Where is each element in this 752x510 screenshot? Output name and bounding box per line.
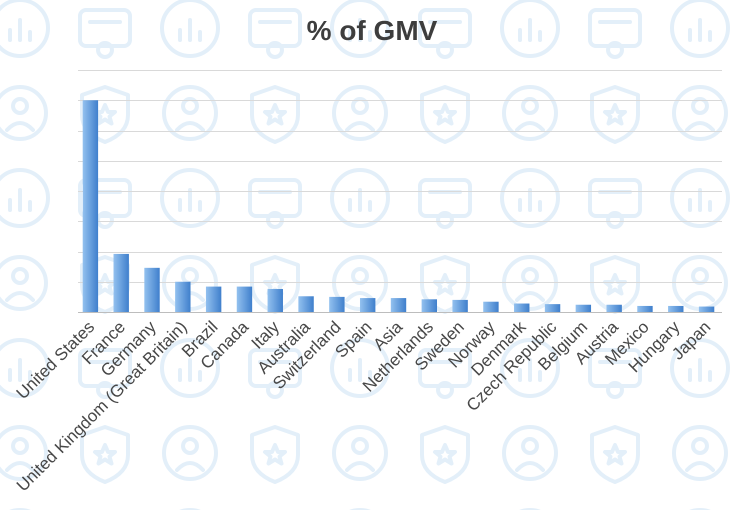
bar-france [113, 253, 129, 312]
bar-asia [390, 298, 407, 312]
bar-brazil [205, 286, 222, 312]
bar-norway [483, 301, 499, 312]
bar-czech-republic [544, 304, 561, 312]
bar-canada [236, 286, 253, 312]
bar-united-kingdom-great-britain [175, 281, 191, 312]
bar-switzerland [329, 296, 345, 313]
bar-italy [267, 289, 283, 312]
bar-sweden [452, 299, 468, 312]
bar-belgium [575, 304, 592, 312]
bar-denmark [514, 303, 530, 312]
x-tick-label-spain: Spain [331, 317, 375, 361]
bar-hungary [668, 305, 684, 312]
bars [82, 100, 715, 313]
bar-netherlands [421, 299, 438, 312]
bar-australia [298, 296, 314, 312]
bar-germany [144, 267, 160, 312]
bar-austria [606, 304, 622, 312]
chart-title: % of GMV [306, 15, 438, 46]
gridlines [78, 70, 722, 313]
bar-united-states [82, 100, 99, 312]
bar-spain [359, 298, 376, 312]
bar-mexico [637, 305, 653, 312]
bar-japan [698, 306, 715, 312]
